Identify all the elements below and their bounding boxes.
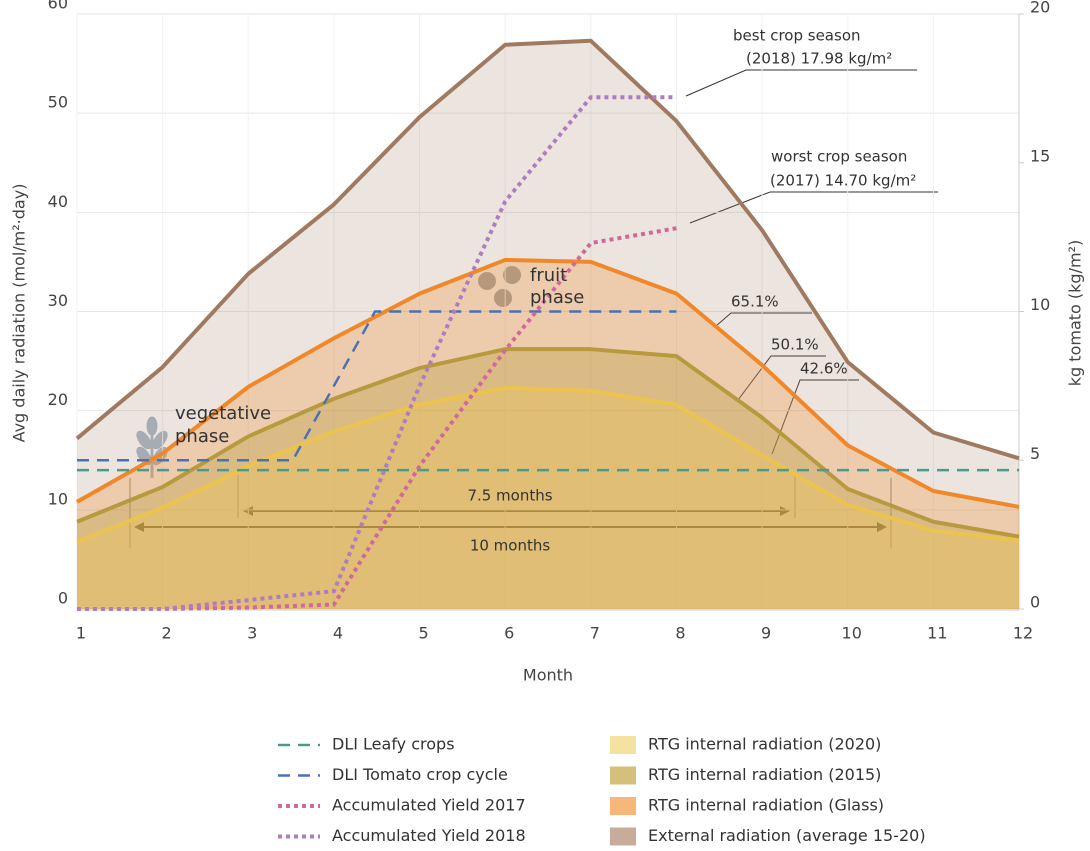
x-tick-label: 10 xyxy=(842,624,862,643)
x-tick-label: 8 xyxy=(675,624,685,643)
x-tick-label: 2 xyxy=(162,624,172,643)
legend-label: Accumulated Yield 2018 xyxy=(332,826,526,845)
y2-tick-label: 5 xyxy=(1030,444,1040,463)
y2-axis-label: kg tomato (kg/m²) xyxy=(1066,240,1085,386)
annotation: 7.5 months xyxy=(467,487,552,505)
annotation: (2017) 14.70 kg/m² xyxy=(770,172,916,190)
area-fill xyxy=(77,387,1019,609)
y-tick-label: 20 xyxy=(48,390,68,409)
y2-tick-label: 10 xyxy=(1030,295,1050,314)
series-line xyxy=(77,95,677,611)
y2-tick-label: 0 xyxy=(1030,593,1040,612)
annotation: fruit xyxy=(530,265,567,286)
annotation: phase xyxy=(175,426,229,447)
annotation: best crop season xyxy=(733,27,861,45)
x-tick-label: 12 xyxy=(1013,624,1033,643)
x-tick-label: 1 xyxy=(76,624,86,643)
y-tick-label: 40 xyxy=(48,192,68,211)
area-line xyxy=(76,385,1020,544)
area-line xyxy=(76,257,1020,509)
legend-label: DLI Leafy crops xyxy=(332,735,455,754)
legend-label: RTG internal radiation (2015) xyxy=(648,765,881,784)
legend-swatch xyxy=(610,766,636,785)
legend-label: Accumulated Yield 2017 xyxy=(332,796,526,815)
annotation: 42.6% xyxy=(800,360,848,378)
duration-arrows xyxy=(129,475,892,548)
annotation: vegetative xyxy=(175,403,271,424)
legend-label: DLI Tomato crop cycle xyxy=(332,765,508,784)
decor xyxy=(129,69,938,548)
series-line xyxy=(77,310,677,462)
annotation: (2018) 17.98 kg/m² xyxy=(746,50,892,68)
x-tick-label: 3 xyxy=(247,624,257,643)
annotation: 10 months xyxy=(470,537,551,555)
y-tick-label: 30 xyxy=(48,291,68,310)
legend-swatch xyxy=(610,736,636,754)
legend-swatch xyxy=(610,797,636,815)
x-tick-label: 5 xyxy=(418,624,428,643)
x-tick-label: 7 xyxy=(590,624,600,643)
y-tick-label: 50 xyxy=(48,93,68,112)
annotation: 50.1% xyxy=(771,336,819,354)
x-tick-label: 9 xyxy=(761,624,771,643)
area-fill xyxy=(77,259,1019,609)
x-tick-label: 4 xyxy=(333,624,343,643)
area-fill xyxy=(77,349,1019,609)
legend-label: RTG internal radiation (Glass) xyxy=(648,796,884,815)
legend-label: External radiation (average 15-20) xyxy=(648,826,926,845)
y-tick-label: 0 xyxy=(58,589,68,608)
y-tick-label: 10 xyxy=(48,489,68,508)
annotation: phase xyxy=(530,287,584,308)
y-axis-label: Avg daily radiation (mol/m²·day) xyxy=(10,184,29,443)
legend-label: RTG internal radiation (2020) xyxy=(648,735,881,754)
annotation: 65.1% xyxy=(731,293,779,311)
annotation: worst crop season xyxy=(771,148,907,166)
area-line xyxy=(76,347,1020,539)
y2-tick-label: 20 xyxy=(1030,0,1050,17)
y-tick-label: 60 xyxy=(48,0,68,13)
tomato-icon xyxy=(478,266,521,307)
x-tick-label: 6 xyxy=(504,624,514,643)
y2-tick-label: 15 xyxy=(1030,146,1050,165)
legend-swatch xyxy=(610,827,636,846)
area-line xyxy=(75,38,1020,461)
x-axis-label: Month xyxy=(523,666,573,685)
x-tick-label: 11 xyxy=(927,624,947,643)
